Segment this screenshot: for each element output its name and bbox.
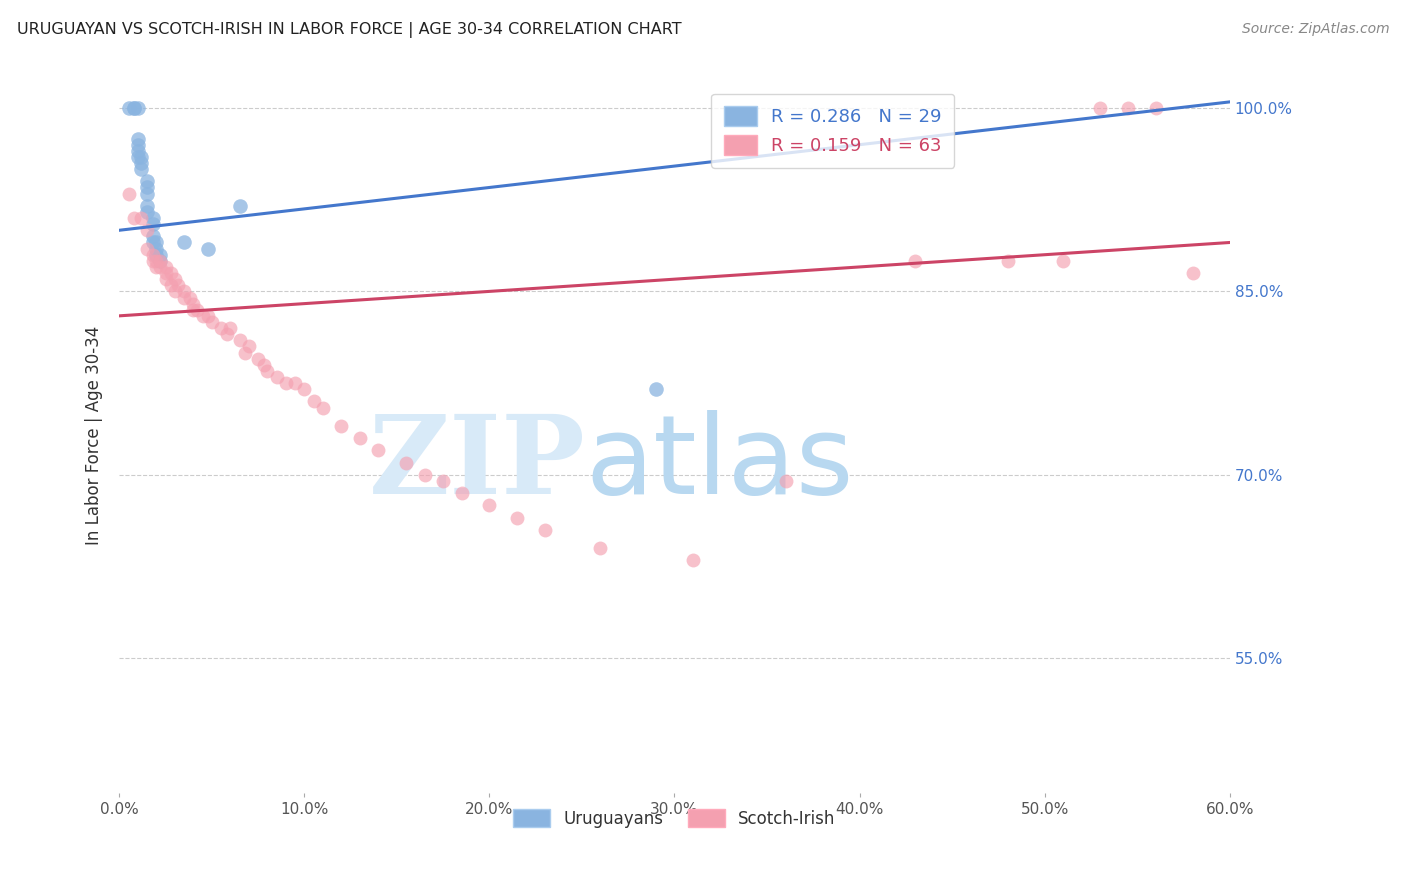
Point	[136, 242, 159, 256]
Point	[142, 253, 165, 268]
Point	[1088, 101, 1111, 115]
Point	[131, 211, 153, 225]
Point	[209, 321, 232, 335]
Point	[155, 260, 177, 274]
Point	[127, 137, 149, 152]
Y-axis label: In Labor Force | Age 30-34: In Labor Force | Age 30-34	[86, 326, 103, 545]
Point	[534, 523, 557, 537]
Point	[142, 217, 165, 231]
Point	[186, 302, 208, 317]
Point	[191, 309, 214, 323]
Point	[904, 253, 927, 268]
Point	[1116, 101, 1139, 115]
Point	[238, 339, 260, 353]
Point	[167, 278, 190, 293]
Point	[149, 248, 172, 262]
Point	[181, 302, 204, 317]
Point	[274, 376, 297, 390]
Point	[395, 456, 418, 470]
Point	[450, 486, 472, 500]
Point	[173, 235, 195, 250]
Point	[142, 211, 165, 225]
Point	[478, 499, 501, 513]
Point	[432, 474, 454, 488]
Point	[142, 229, 165, 244]
Point	[197, 309, 219, 323]
Point	[179, 291, 201, 305]
Point	[181, 296, 204, 310]
Point	[145, 260, 167, 274]
Point	[145, 248, 167, 262]
Point	[122, 101, 145, 115]
Point	[292, 382, 315, 396]
Point	[645, 382, 668, 396]
Point	[256, 364, 278, 378]
Point	[1144, 101, 1167, 115]
Point	[284, 376, 307, 390]
Point	[145, 235, 167, 250]
Point	[122, 101, 145, 115]
Point	[173, 285, 195, 299]
Point	[1052, 253, 1074, 268]
Point	[160, 266, 183, 280]
Point	[122, 211, 145, 225]
Point	[131, 150, 153, 164]
Point	[349, 431, 371, 445]
Point	[163, 272, 186, 286]
Point	[197, 242, 219, 256]
Point	[219, 321, 242, 335]
Point	[127, 131, 149, 145]
Point	[215, 327, 238, 342]
Point	[997, 253, 1019, 268]
Point	[149, 253, 172, 268]
Point	[136, 205, 159, 219]
Point	[163, 285, 186, 299]
Point	[149, 253, 172, 268]
Point	[160, 278, 183, 293]
Point	[266, 370, 288, 384]
Point	[142, 248, 165, 262]
Text: URUGUAYAN VS SCOTCH-IRISH IN LABOR FORCE | AGE 30-34 CORRELATION CHART: URUGUAYAN VS SCOTCH-IRISH IN LABOR FORCE…	[17, 22, 682, 38]
Point	[127, 101, 149, 115]
Point	[142, 235, 165, 250]
Legend: Uruguayans, Scotch-Irish: Uruguayans, Scotch-Irish	[506, 803, 842, 834]
Point	[775, 474, 797, 488]
Point	[131, 162, 153, 177]
Point	[149, 260, 172, 274]
Point	[312, 401, 335, 415]
Point	[117, 186, 139, 201]
Point	[131, 156, 153, 170]
Text: atlas: atlas	[586, 410, 855, 517]
Point	[1181, 266, 1204, 280]
Text: ZIP: ZIP	[368, 410, 586, 517]
Point	[506, 510, 529, 524]
Point	[136, 186, 159, 201]
Point	[302, 394, 325, 409]
Point	[145, 253, 167, 268]
Point	[127, 144, 149, 158]
Point	[228, 199, 250, 213]
Point	[201, 315, 224, 329]
Point	[136, 199, 159, 213]
Point	[136, 174, 159, 188]
Point	[136, 223, 159, 237]
Point	[589, 541, 612, 556]
Point	[367, 443, 389, 458]
Point	[330, 418, 353, 433]
Point	[682, 553, 704, 567]
Point	[127, 150, 149, 164]
Point	[155, 272, 177, 286]
Point	[413, 467, 436, 482]
Text: Source: ZipAtlas.com: Source: ZipAtlas.com	[1241, 22, 1389, 37]
Point	[228, 333, 250, 347]
Point	[233, 345, 256, 359]
Point	[136, 180, 159, 194]
Point	[117, 101, 139, 115]
Point	[247, 351, 270, 366]
Point	[173, 291, 195, 305]
Point	[145, 242, 167, 256]
Point	[155, 266, 177, 280]
Point	[253, 358, 276, 372]
